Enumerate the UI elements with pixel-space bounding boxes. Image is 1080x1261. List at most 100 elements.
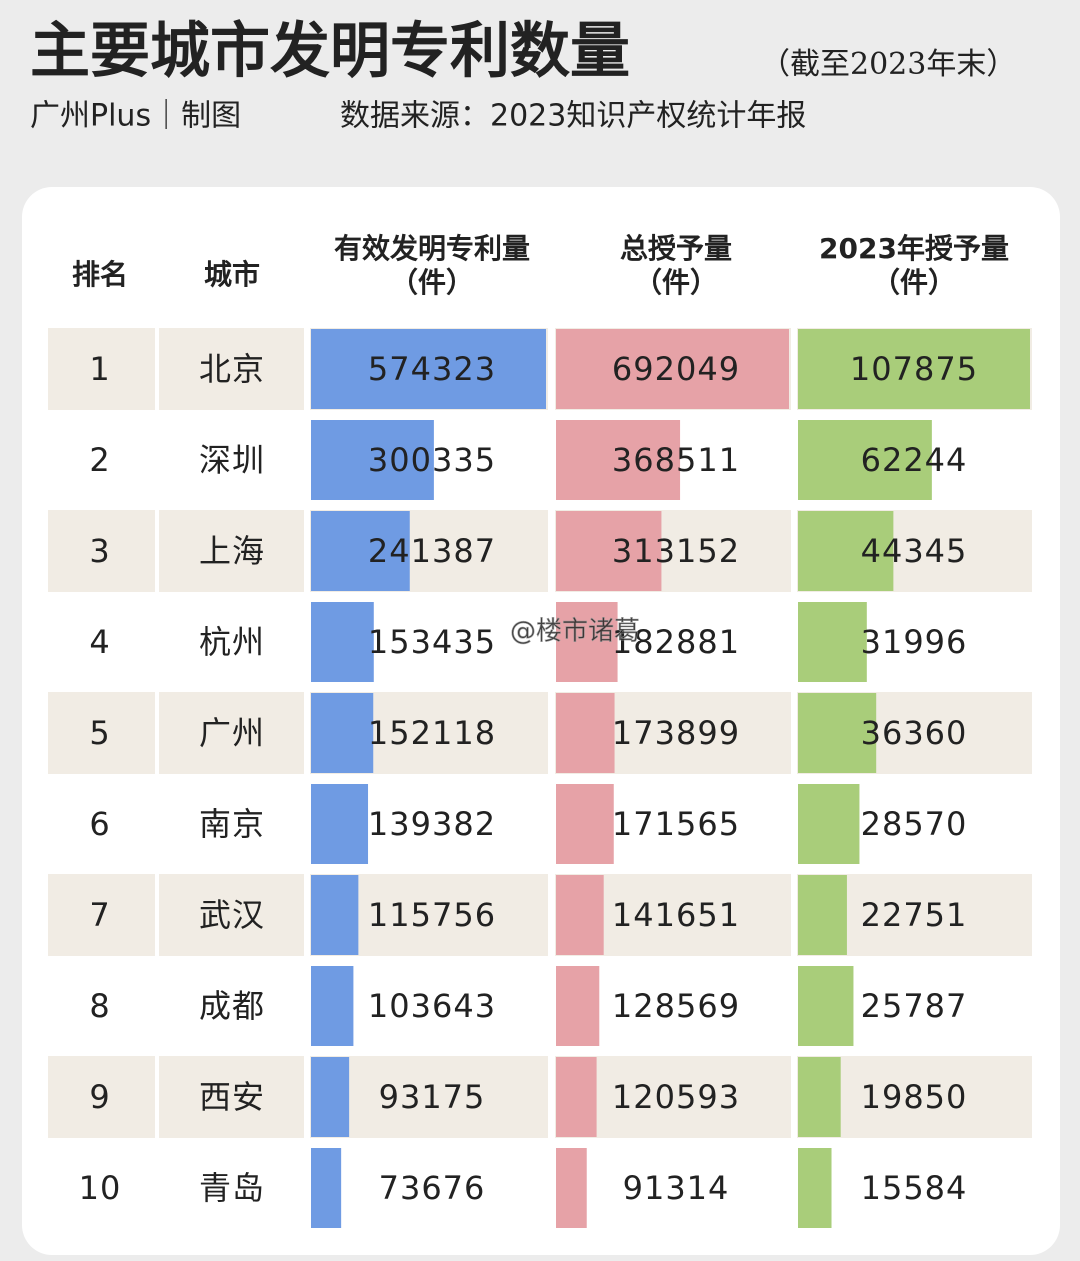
data-bar [798, 875, 847, 955]
value: 139382 [368, 805, 496, 843]
data-bar [798, 420, 932, 500]
source: 数据来源：2023知识产权统计年报 [340, 99, 806, 134]
row-band [48, 1056, 155, 1138]
row-band [159, 328, 304, 410]
rank: 7 [89, 896, 110, 934]
row-band [159, 510, 304, 592]
rank: 6 [89, 805, 110, 843]
city: 青岛 [199, 1169, 265, 1207]
value: 25787 [861, 987, 968, 1025]
value: 173899 [612, 714, 740, 752]
rank: 1 [89, 350, 110, 388]
data-bar [798, 1148, 832, 1228]
value: 692049 [612, 350, 740, 388]
row-band [48, 874, 155, 956]
rank: 8 [89, 987, 110, 1025]
value: 93175 [379, 1078, 486, 1116]
title: 主要城市发明专利数量 [30, 17, 630, 87]
value: 128569 [612, 987, 740, 1025]
data-bar [556, 784, 614, 864]
value: 36360 [861, 714, 968, 752]
value: 115756 [368, 896, 496, 934]
data-bar [311, 784, 369, 864]
column-header: 2023年授予量 [819, 232, 1009, 265]
watermark: @楼市诸葛 [510, 617, 640, 647]
row-band [48, 510, 155, 592]
value: 574323 [368, 350, 496, 388]
value: 152118 [368, 714, 496, 752]
rank: 2 [89, 441, 110, 479]
city: 西安 [199, 1078, 265, 1116]
data-bar [556, 511, 662, 591]
rank: 5 [89, 714, 110, 752]
value: 31996 [861, 623, 968, 661]
data-bar [311, 1057, 350, 1137]
value: 19850 [861, 1078, 968, 1116]
column-header: （件） [634, 266, 718, 299]
city: 杭州 [199, 623, 265, 661]
value: 241387 [368, 532, 496, 570]
data-bar [556, 420, 681, 500]
value: 300335 [368, 441, 496, 479]
value: 28570 [861, 805, 968, 843]
column-header: （件） [390, 266, 474, 299]
column-header: 总授予量 [620, 232, 732, 265]
data-bar [798, 602, 867, 682]
data-bar [798, 511, 894, 591]
value: 313152 [612, 532, 740, 570]
data-bar [556, 1148, 587, 1228]
data-bar [798, 784, 860, 864]
row-band [48, 692, 155, 774]
data-bar [311, 511, 410, 591]
column-header: 城市 [204, 258, 260, 291]
data-bar [798, 693, 877, 773]
data-bar [311, 329, 546, 409]
data-bar [556, 966, 600, 1046]
row-band [159, 874, 304, 956]
data-bar [311, 602, 374, 682]
data-bar [556, 693, 615, 773]
data-bar [311, 420, 434, 500]
value: 120593 [612, 1078, 740, 1116]
credit: 广州Plus｜制图 [30, 99, 241, 134]
column-header: 排名 [72, 258, 128, 291]
rank: 10 [79, 1169, 122, 1207]
city: 成都 [199, 987, 265, 1025]
row-band [48, 328, 155, 410]
value: 103643 [368, 987, 496, 1025]
data-bar [798, 329, 1030, 409]
column-header: （件） [872, 266, 956, 299]
value: 141651 [612, 896, 740, 934]
value: 153435 [368, 623, 496, 661]
city: 深圳 [199, 441, 265, 479]
value: 107875 [850, 350, 978, 388]
value: 73676 [379, 1169, 486, 1207]
rank: 9 [89, 1078, 110, 1116]
rank: 3 [89, 532, 110, 570]
value: 368511 [612, 441, 740, 479]
value: 91314 [623, 1169, 730, 1207]
column-header: 有效发明专利量 [334, 232, 530, 265]
value: 62244 [861, 441, 968, 479]
data-bar [311, 875, 359, 955]
data-bar [556, 875, 604, 955]
data-bar [556, 329, 789, 409]
data-bar [556, 602, 618, 682]
data-bar [311, 693, 374, 773]
row-band [159, 692, 304, 774]
data-bar [311, 1148, 342, 1228]
rank: 4 [89, 623, 110, 661]
data-bar [798, 1057, 841, 1137]
row-band [310, 1056, 548, 1138]
city: 上海 [199, 532, 265, 570]
subtitle: （截至2023年末） [760, 47, 1016, 82]
data-bar [556, 1057, 597, 1137]
value: 44345 [861, 532, 968, 570]
data-bar [311, 966, 354, 1046]
city: 南京 [199, 805, 265, 843]
data-bar [798, 966, 854, 1046]
city: 武汉 [199, 896, 265, 934]
